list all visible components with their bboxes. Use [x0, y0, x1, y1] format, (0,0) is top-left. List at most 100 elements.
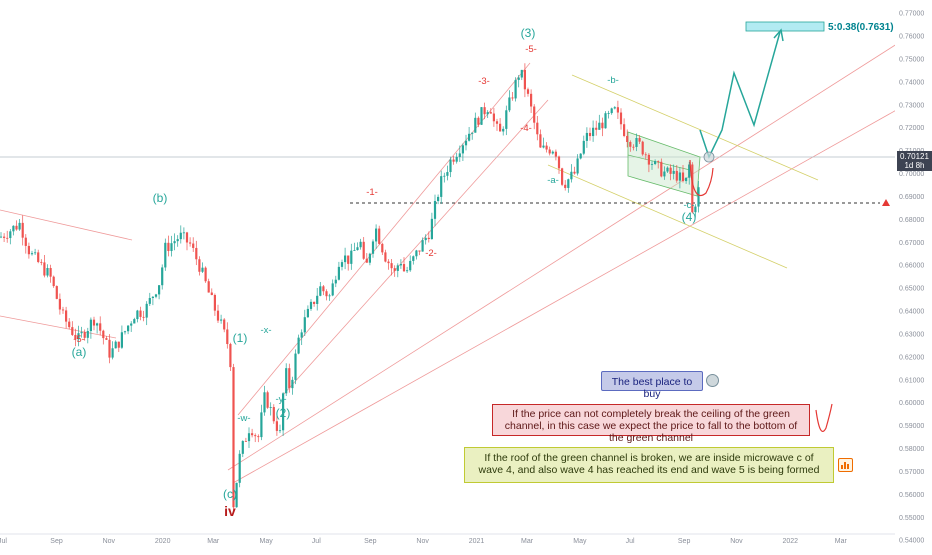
candle-body: [291, 379, 294, 389]
wave-label: -2-: [425, 248, 437, 259]
candle-body: [688, 164, 691, 178]
candle-body: [592, 127, 595, 137]
time-tick-label: Jul: [626, 538, 635, 545]
candle-body: [464, 140, 468, 146]
price-tick-label: 0.75000: [899, 56, 924, 63]
candle-body: [433, 200, 437, 219]
candle-body: [179, 232, 182, 240]
candle-body: [9, 231, 12, 239]
price-tick-label: 0.77000: [899, 11, 924, 18]
candle-body: [368, 253, 371, 263]
candle-body: [365, 258, 368, 263]
candle-body: [244, 441, 247, 442]
candle-body: [399, 264, 402, 266]
candle-body: [452, 159, 455, 162]
price-tick-label: 0.55000: [899, 515, 924, 522]
note-curve-icon: [815, 403, 833, 432]
candle-body: [43, 262, 46, 276]
candle-body: [657, 161, 660, 162]
candle-body: [480, 107, 483, 125]
time-tick-label: Mar: [835, 538, 848, 545]
candle-body: [623, 124, 626, 136]
candle-body: [201, 267, 204, 272]
candle-body: [204, 267, 207, 282]
time-tick-label: Nov: [416, 538, 429, 545]
candle-body: [536, 122, 539, 135]
candle-body: [542, 145, 545, 148]
candle-body: [275, 421, 278, 431]
candle-body: [139, 310, 142, 317]
candle-body: [483, 107, 486, 115]
candle-body: [167, 242, 170, 252]
price-tick-label: 0.68000: [899, 217, 924, 224]
candle-body: [641, 141, 644, 155]
candle-body: [635, 137, 638, 147]
candle-body: [359, 241, 362, 248]
candle-body: [378, 228, 381, 244]
candle-body: [58, 298, 61, 310]
candle-body: [669, 167, 672, 174]
candle-body: [530, 93, 533, 107]
candle-body: [675, 170, 678, 181]
candle-body: [499, 123, 502, 132]
candle-body: [331, 283, 334, 296]
candle-body: [294, 353, 297, 380]
bearish-projection-curve: [689, 159, 714, 197]
wave-label: (a): [72, 345, 87, 359]
candle-body: [306, 308, 309, 318]
candle-body: [632, 146, 635, 148]
candle-body: [393, 268, 396, 271]
time-tick-label: Mar: [207, 538, 220, 545]
candle-body: [437, 196, 440, 201]
time-tick-label: 2022: [783, 538, 799, 545]
candle-body: [309, 301, 313, 309]
candle-body: [288, 368, 291, 389]
candle-body: [409, 260, 412, 271]
wave-label: -a-: [547, 175, 559, 186]
candle-body: [406, 270, 409, 272]
candle-body: [86, 331, 89, 338]
wave-label: (3): [521, 26, 536, 40]
candle-body: [316, 295, 319, 304]
candle-body: [108, 339, 111, 358]
candle-body: [68, 321, 71, 328]
candle-body: [610, 108, 613, 114]
time-tick-label: Jul: [0, 538, 7, 545]
channel-line-upper-left: [0, 209, 133, 241]
candle-body: [71, 327, 74, 335]
candle-body: [533, 106, 536, 123]
candle-body: [123, 331, 127, 333]
candle-body: [120, 332, 123, 348]
price-tick-label: 0.67000: [899, 240, 924, 247]
long-channel-lower: [232, 107, 901, 484]
candle-body: [601, 122, 604, 129]
candle-body: [89, 319, 92, 332]
candle-body: [334, 279, 337, 284]
candle-body: [495, 121, 499, 124]
candle-body: [77, 333, 80, 340]
candle-body: [604, 113, 607, 129]
candle-body: [626, 135, 629, 142]
candle-body: [111, 348, 114, 358]
current-price-tag: 0.70121 1d 8h: [897, 151, 932, 171]
bar-countdown: 1d 8h: [904, 161, 925, 170]
candle-body: [46, 267, 49, 276]
candle-body: [402, 264, 406, 272]
candle-body: [384, 252, 387, 262]
candle-body: [195, 247, 198, 260]
candle-body: [588, 132, 592, 137]
candle-body: [508, 97, 511, 111]
wave-label: -b-: [607, 75, 619, 86]
candle-body: [232, 367, 235, 508]
price-tick-label: 0.63000: [899, 331, 924, 338]
candle-body: [663, 171, 666, 177]
candle-body: [96, 323, 99, 326]
candle-body: [526, 89, 530, 94]
candle-body: [99, 323, 102, 331]
wave-label: (1): [233, 331, 248, 345]
candle-body: [229, 344, 232, 368]
candle-body: [223, 319, 226, 330]
candle-body: [471, 132, 474, 134]
candle-body: [449, 159, 452, 173]
